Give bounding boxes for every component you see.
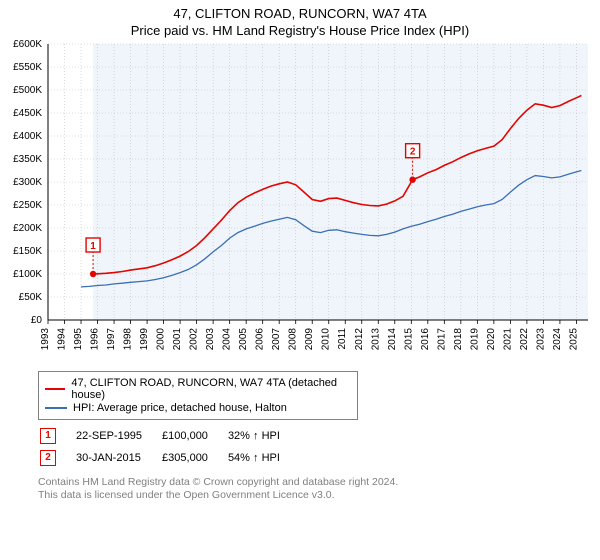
svg-text:2015: 2015 [403,327,414,350]
marker-delta: 54% ↑ HPI [228,448,298,468]
legend: 47, CLIFTON ROAD, RUNCORN, WA7 4TA (deta… [38,371,358,420]
svg-text:2006: 2006 [255,327,266,350]
svg-text:2016: 2016 [420,327,431,350]
svg-text:2022: 2022 [519,327,530,350]
svg-text:1993: 1993 [40,327,51,350]
svg-text:1997: 1997 [106,327,117,350]
svg-text:2004: 2004 [222,327,233,350]
svg-text:£50K: £50K [19,292,43,303]
svg-text:2: 2 [410,146,416,157]
svg-text:£400K: £400K [13,131,42,142]
svg-text:2019: 2019 [469,327,480,350]
svg-text:2018: 2018 [453,327,464,350]
svg-text:2000: 2000 [156,327,167,350]
legend-label: HPI: Average price, detached house, Halt… [73,402,287,414]
svg-text:1994: 1994 [57,327,68,350]
svg-text:2011: 2011 [337,327,348,349]
title-line-1: 47, CLIFTON ROAD, RUNCORN, WA7 4TA [0,6,600,23]
marker-row: 1 22-SEP-1995£100,00032% ↑ HPI [40,426,298,446]
svg-text:2002: 2002 [189,327,200,350]
marker-chip: 2 [40,450,56,466]
legend-swatch [45,407,67,409]
footer-line-2: This data is licensed under the Open Gov… [38,489,600,503]
svg-text:1996: 1996 [90,327,101,350]
marker-date: 22-SEP-1995 [76,426,160,446]
marker-date: 30-JAN-2015 [76,448,160,468]
legend-swatch [45,388,65,390]
marker-row: 2 30-JAN-2015£305,00054% ↑ HPI [40,448,298,468]
chart-svg: £0 £50K £100K £150K £200K £250K £300K £350K £400… [0,40,600,365]
svg-text:£200K: £200K [13,223,42,234]
svg-text:£350K: £350K [13,154,42,165]
svg-text:2025: 2025 [568,327,579,350]
svg-text:2014: 2014 [387,327,398,350]
marker-price: £100,000 [162,426,226,446]
svg-text:£600K: £600K [13,40,42,50]
svg-text:2003: 2003 [205,327,216,350]
svg-text:£300K: £300K [13,177,42,188]
chart-title: 47, CLIFTON ROAD, RUNCORN, WA7 4TA Price… [0,0,600,40]
svg-text:2005: 2005 [238,327,249,350]
svg-text:2013: 2013 [370,327,381,350]
svg-text:2017: 2017 [436,327,447,350]
svg-text:2023: 2023 [535,327,546,350]
svg-text:2009: 2009 [304,327,315,350]
legend-item: 47, CLIFTON ROAD, RUNCORN, WA7 4TA (deta… [45,377,351,401]
svg-text:2010: 2010 [321,327,332,350]
svg-text:2007: 2007 [271,327,282,350]
footer-line-1: Contains HM Land Registry data © Crown c… [38,476,600,490]
legend-label: 47, CLIFTON ROAD, RUNCORN, WA7 4TA (deta… [71,377,351,401]
legend-item: HPI: Average price, detached house, Halt… [45,402,351,414]
svg-text:1998: 1998 [123,327,134,350]
marker-price: £305,000 [162,448,226,468]
svg-text:£450K: £450K [13,108,42,119]
svg-text:£100K: £100K [13,269,42,280]
chart-area: £0 £50K £100K £150K £200K £250K £300K £350K £400… [0,40,600,365]
svg-text:£0: £0 [31,315,43,326]
title-line-2: Price paid vs. HM Land Registry's House … [0,23,600,40]
svg-text:2012: 2012 [354,327,365,350]
footer: Contains HM Land Registry data © Crown c… [38,476,600,503]
svg-text:£550K: £550K [13,62,42,73]
svg-text:2020: 2020 [486,327,497,350]
marker-delta: 32% ↑ HPI [228,426,298,446]
svg-text:1999: 1999 [139,327,150,350]
marker-chip: 1 [40,428,56,444]
svg-text:2008: 2008 [288,327,299,350]
markers-table: 1 22-SEP-1995£100,00032% ↑ HPI 2 30-JAN-201… [38,424,300,470]
svg-text:£150K: £150K [13,246,42,257]
svg-text:1: 1 [90,241,96,252]
svg-text:2001: 2001 [172,327,183,350]
svg-text:£500K: £500K [13,85,42,96]
svg-text:2024: 2024 [552,327,563,350]
svg-text:£250K: £250K [13,200,42,211]
svg-text:2021: 2021 [502,327,513,350]
svg-text:1995: 1995 [73,327,84,350]
